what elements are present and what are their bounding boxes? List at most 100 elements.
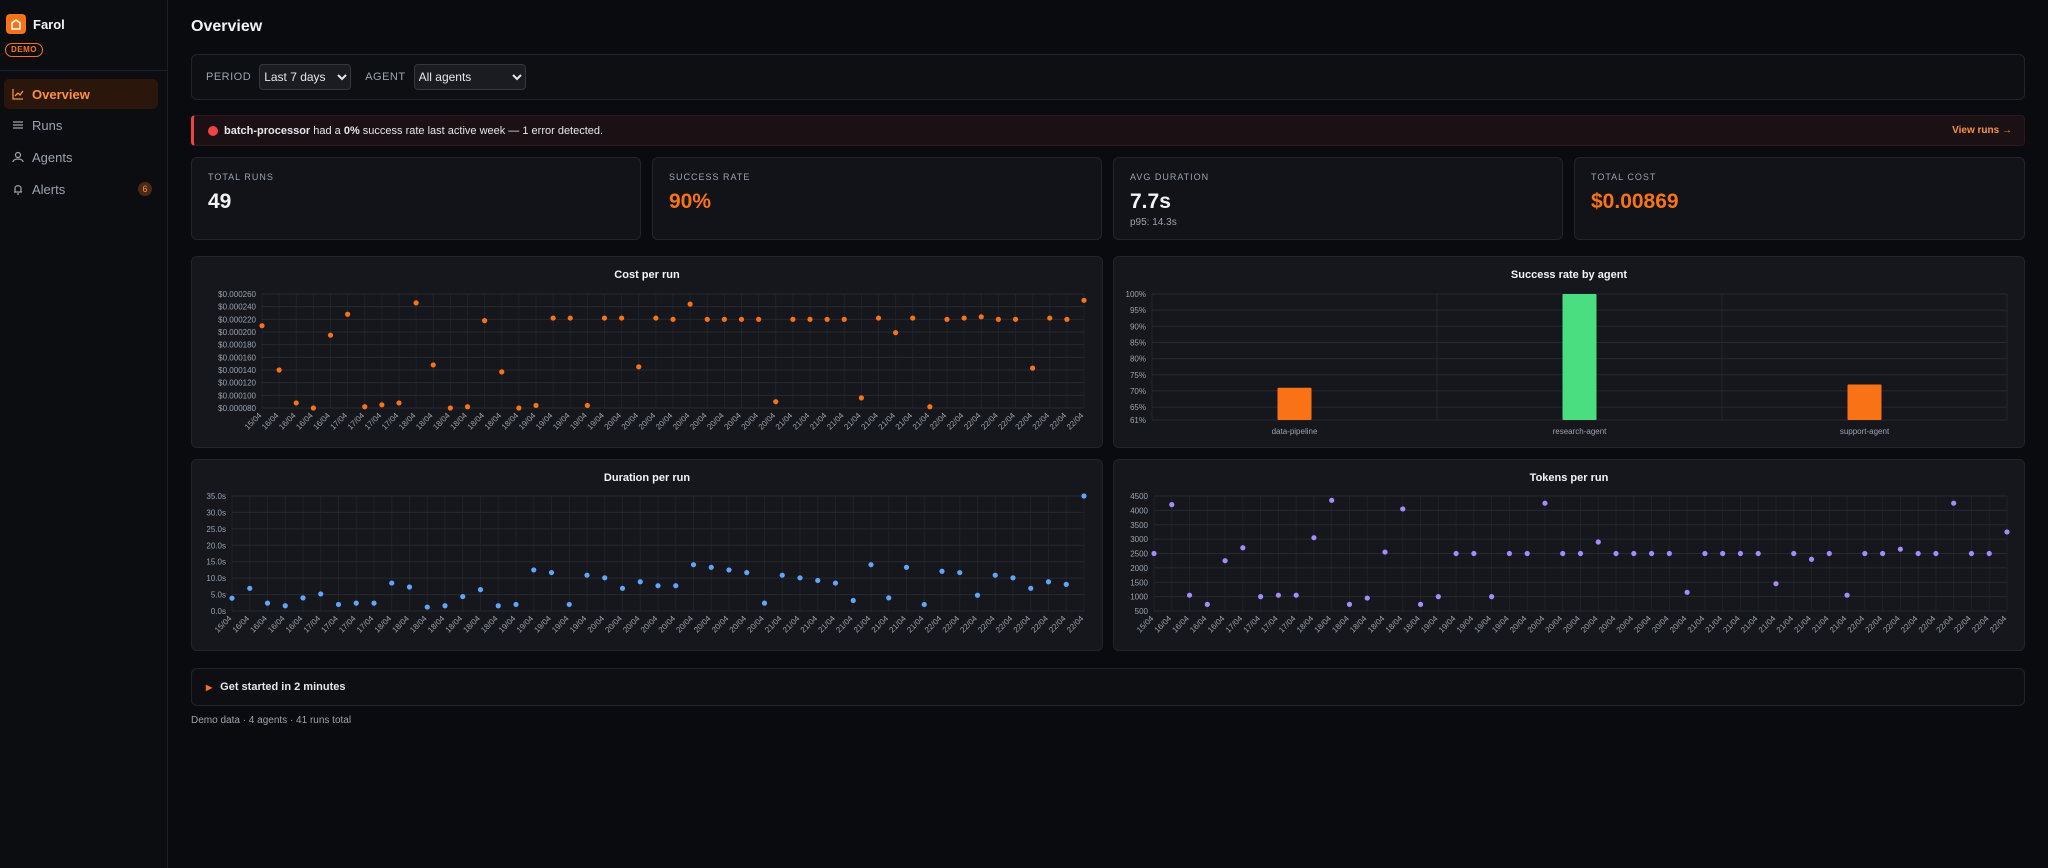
- x-tick-label: 20/04: [728, 614, 749, 635]
- getting-started[interactable]: ▶ Get started in 2 minutes: [191, 668, 2025, 706]
- point: [1844, 592, 1850, 598]
- point: [327, 332, 334, 338]
- point: [1755, 550, 1761, 557]
- chart-panel: Success rate by agent 61% 65% 70% 75% 80% 85% 9…: [1113, 256, 2025, 448]
- y-tick-label: 75%: [1130, 371, 1146, 380]
- x-tick-label: 17/04: [346, 411, 367, 432]
- getting-started-label: Get started in 2 minutes: [220, 681, 346, 693]
- x-tick-label: 19/04: [550, 614, 571, 635]
- nav-item[interactable]: Runs: [4, 110, 158, 140]
- point: [533, 402, 539, 409]
- point: [1613, 550, 1619, 557]
- y-tick-label: $0.000160: [218, 353, 256, 362]
- point: [886, 595, 892, 601]
- point: [1169, 502, 1175, 508]
- point: [430, 362, 436, 368]
- x-tick-label: 17/04: [1277, 614, 1298, 635]
- point: [744, 569, 750, 576]
- point: [1012, 316, 1019, 322]
- x-tick-label: 20/04: [1615, 614, 1636, 635]
- point: [824, 316, 830, 322]
- point: [903, 564, 910, 570]
- x-tick-label: 22/04: [941, 614, 962, 635]
- x-tick-label: 19/04: [1455, 614, 1476, 635]
- point: [1293, 592, 1299, 598]
- x-tick-label: 16/04: [266, 614, 287, 635]
- x-tick-label: 21/04: [1739, 614, 1760, 635]
- x-tick-label: 16/04: [1153, 614, 1174, 635]
- x-tick-label: 19/04: [1419, 614, 1440, 635]
- nav-item[interactable]: Overview: [4, 79, 158, 109]
- x-tick-label: 18/04: [1313, 614, 1334, 635]
- chart-title: Cost per run: [614, 269, 680, 281]
- point: [1417, 601, 1424, 607]
- point: [756, 316, 762, 322]
- point: [1986, 550, 1992, 557]
- x-tick-label: 18/04: [461, 614, 482, 635]
- x-tick-label: 15/04: [243, 411, 264, 432]
- point: [282, 603, 288, 609]
- x-tick-label: 22/04: [1952, 614, 1973, 635]
- point: [673, 583, 679, 589]
- alert-dot: [208, 125, 218, 136]
- alert-link[interactable]: View runs →: [1952, 125, 2012, 136]
- agent-select[interactable]: All agents: [413, 64, 526, 90]
- x-tick-label: 21/04: [894, 411, 915, 432]
- x-tick-label: 20/04: [603, 411, 624, 432]
- chart: Tokens per run 500 1000 1500 2000 2500 3000 350…: [1130, 472, 2010, 635]
- point: [318, 591, 324, 597]
- x-tick-label: 21/04: [905, 614, 926, 635]
- x-tick-label: 22/04: [958, 614, 979, 635]
- x-tick-label: 21/04: [825, 411, 846, 432]
- x-tick-label: 18/04: [1384, 614, 1405, 635]
- kpi-value: 49: [208, 190, 232, 213]
- x-tick-label: 20/04: [637, 411, 658, 432]
- alert-text: had a: [310, 124, 344, 137]
- point: [300, 595, 306, 601]
- x-tick-label: 20/04: [1508, 614, 1529, 635]
- x-tick-label: support-agent: [1840, 427, 1890, 436]
- chart: Duration per run 0.0s 5.0s 10.0s 15.0s 20.0s 2…: [206, 472, 1087, 635]
- point: [1047, 315, 1053, 321]
- period-select[interactable]: Last 7 days: [259, 64, 352, 90]
- nav-label: Agents: [32, 149, 73, 165]
- x-tick-label: 22/04: [1048, 411, 1069, 432]
- point: [264, 600, 271, 606]
- chart: Success rate by agent 61% 65% 70% 75% 80% 85% 9…: [1126, 269, 2008, 436]
- point: [687, 301, 693, 307]
- point: [310, 405, 316, 411]
- point: [513, 601, 519, 608]
- x-tick-label: 20/04: [1526, 614, 1547, 635]
- point: [389, 580, 395, 586]
- nav-item[interactable]: Agents: [4, 142, 158, 172]
- x-tick-label: 22/04: [979, 411, 1000, 432]
- x-tick-label: 17/04: [363, 411, 384, 432]
- chart-panel: Cost per run $0.000080 $0.000100 $0.000120 $…: [191, 256, 1103, 448]
- x-tick-label: 17/04: [302, 614, 323, 635]
- point: [779, 572, 785, 578]
- x-tick-label: 22/04: [994, 614, 1015, 635]
- point: [550, 315, 556, 321]
- alert-rate: 0%: [343, 124, 360, 137]
- x-tick-label: 19/04: [568, 411, 589, 432]
- y-tick-label: 3000: [1130, 535, 1148, 544]
- nav-icon: [14, 185, 22, 195]
- point: [531, 567, 537, 573]
- y-tick-label: $0.000180: [218, 341, 256, 350]
- point: [477, 587, 484, 593]
- x-tick-label: 16/04: [1188, 614, 1209, 635]
- x-tick-label: 22/04: [996, 411, 1017, 432]
- x-tick-label: 20/04: [1597, 614, 1618, 635]
- x-tick-label: 20/04: [654, 411, 675, 432]
- bar: [1277, 387, 1312, 420]
- point: [1240, 545, 1246, 551]
- x-tick-label: 20/04: [1579, 614, 1600, 635]
- nav-item[interactable]: Alerts 6: [4, 174, 158, 204]
- point: [1346, 601, 1353, 607]
- point: [708, 564, 714, 570]
- x-tick-label: 21/04: [1757, 614, 1778, 635]
- y-tick-label: 3500: [1130, 521, 1148, 530]
- point: [567, 315, 573, 321]
- point: [1791, 550, 1797, 557]
- point: [1524, 550, 1530, 557]
